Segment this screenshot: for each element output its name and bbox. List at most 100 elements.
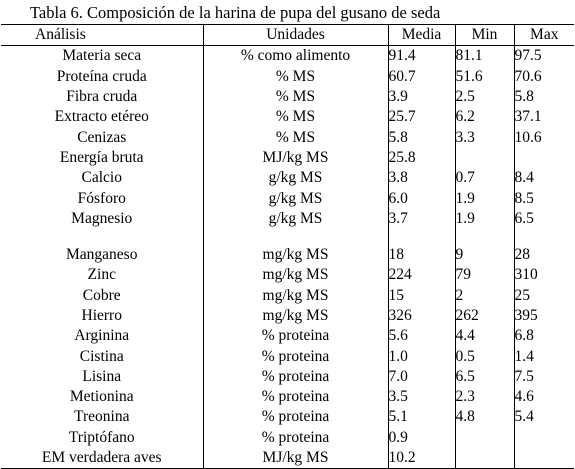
row-analysis: Cistina: [79, 347, 124, 365]
table-row: Calcio g/kg MS 3.8 0.7 8.4: [1, 168, 574, 189]
row-mean: 5.6: [387, 326, 455, 347]
row-unit: g/kg MS: [202, 188, 388, 209]
row-analysis: Magnesio: [71, 209, 133, 227]
row-min: 262: [454, 305, 514, 327]
row-min: 51.6: [454, 66, 514, 87]
row-min: 6.2: [454, 107, 514, 128]
row-min: 1.9: [454, 208, 514, 229]
header-row: Análisis Unidades Media Min Max: [1, 23, 574, 47]
row-unit: % proteina: [202, 387, 388, 408]
row-max: 8.4: [513, 168, 574, 189]
spacer-cell: [513, 228, 574, 245]
row-analysis: Arginina: [74, 327, 130, 345]
row-unit: mg/kg MS: [202, 265, 388, 286]
table-row: Manganeso mg/kg MS 18 9 28: [1, 244, 574, 266]
row-mean: 3.9: [387, 86, 455, 108]
row-mean: 1.0: [387, 346, 455, 367]
row-unit: % proteina: [202, 427, 388, 448]
row-min: 2.5: [454, 86, 514, 108]
row-analysis: Zinc: [87, 266, 116, 284]
row-analysis: Lisina: [82, 367, 122, 385]
row-min: [454, 447, 514, 469]
row-min: 9: [454, 244, 514, 266]
row-min: 81.1: [454, 45, 514, 67]
row-mean: 5.8: [387, 127, 455, 148]
row-mean: 18: [387, 244, 455, 266]
row-min: 2: [454, 285, 514, 306]
table-row: Cistina % proteina 1.0 0.5 1.4: [1, 346, 574, 367]
row-unit: % MS: [202, 86, 388, 108]
row-min: 1.9: [454, 188, 514, 209]
row-analysis: Materia seca: [62, 47, 142, 65]
row-analysis: Cenizas: [77, 128, 127, 146]
row-mean: 3.8: [387, 168, 455, 189]
header-min: Min: [454, 23, 514, 47]
row-unit: % proteina: [202, 346, 388, 367]
row-max: 97.5: [513, 45, 574, 67]
row-mean: 15: [387, 285, 455, 306]
row-min: [454, 427, 514, 448]
table-row: Energía bruta MJ/kg MS 25.8: [1, 147, 574, 169]
row-unit: % proteina: [202, 326, 388, 347]
row-unit: % como alimento: [202, 45, 388, 67]
row-mean: 6.0: [387, 188, 455, 209]
row-max: 8.5: [513, 188, 574, 209]
spacer-cell: [387, 228, 455, 245]
row-analysis: Hierro: [81, 307, 122, 324]
row-unit: % MS: [202, 127, 388, 148]
row-unit: g/kg MS: [202, 168, 388, 189]
row-max: [513, 427, 574, 448]
header-analysis: Análisis: [1, 23, 203, 47]
row-max: 70.6: [513, 66, 574, 87]
row-mean: 10.2: [387, 447, 455, 469]
table-row: Treonina % proteina 5.1 4.8 5.4: [1, 407, 574, 428]
table-body: Análisis Unidades Media Min Max Materia …: [1, 23, 574, 469]
row-unit: % proteina: [202, 407, 388, 428]
row-analysis: Manganeso: [66, 246, 138, 264]
row-unit: mg/kg MS: [202, 305, 388, 327]
row-analysis: Treonina: [74, 408, 130, 426]
row-max: 7.5: [513, 366, 574, 388]
row-max: 1.4: [513, 346, 574, 367]
row-max: [513, 147, 574, 169]
row-unit: MJ/kg MS: [202, 147, 388, 169]
table-row: Cenizas % MS 5.8 3.3 10.6: [1, 127, 574, 148]
table-row: Materia seca % como alimento 91.4 81.1 97.5: [1, 45, 574, 67]
row-min: 4.8: [454, 407, 514, 428]
row-min: 0.5: [454, 346, 514, 367]
table-row: Fibra cruda % MS 3.9 2.5 5.8: [1, 86, 574, 108]
row-max: 5.4: [513, 407, 574, 428]
table-title: Tabla 6. Composición de la harina de pup…: [30, 3, 441, 22]
row-min: 3.3: [454, 127, 514, 148]
composition-table: Análisis Unidades Media Min Max Materia …: [1, 23, 574, 469]
row-analysis: Fósforo: [77, 189, 126, 207]
row-analysis: Energía bruta: [59, 148, 144, 166]
row-mean: 7.0: [387, 366, 455, 388]
row-max: 28: [513, 244, 574, 266]
table-row: Magnesio g/kg MS 3.7 1.9 6.5: [1, 208, 574, 229]
row-max: 6.8: [513, 326, 574, 347]
header-max: Max: [513, 23, 574, 47]
row-analysis: EM verdadera aves: [1, 447, 203, 469]
row-max: 25: [513, 285, 574, 306]
row-unit: % MS: [202, 107, 388, 128]
row-mean: 91.4: [387, 45, 455, 67]
table-row: Triptófano % proteina 0.9: [1, 427, 574, 448]
row-unit: mg/kg MS: [202, 285, 388, 306]
row-analysis: Metionina: [69, 388, 134, 406]
row-max: 395: [513, 305, 574, 327]
row-min: [454, 147, 514, 169]
row-analysis: Triptófano: [68, 428, 135, 446]
row-analysis: Calcio: [81, 169, 122, 187]
row-unit: g/kg MS: [202, 208, 388, 229]
row-mean: 3.7: [387, 208, 455, 229]
row-max: 10.6: [513, 127, 574, 148]
row-unit: mg/kg MS: [202, 244, 388, 266]
row-min: 4.4: [454, 326, 514, 347]
row-mean: 326: [387, 305, 455, 327]
row-analysis: Proteína cruda: [56, 67, 147, 85]
row-max: 37.1: [513, 107, 574, 128]
table-row: Extracto etéreo % MS 25.7 6.2 37.1: [1, 107, 574, 128]
row-mean: 60.7: [387, 66, 455, 87]
spacer-cell: [1, 229, 203, 245]
